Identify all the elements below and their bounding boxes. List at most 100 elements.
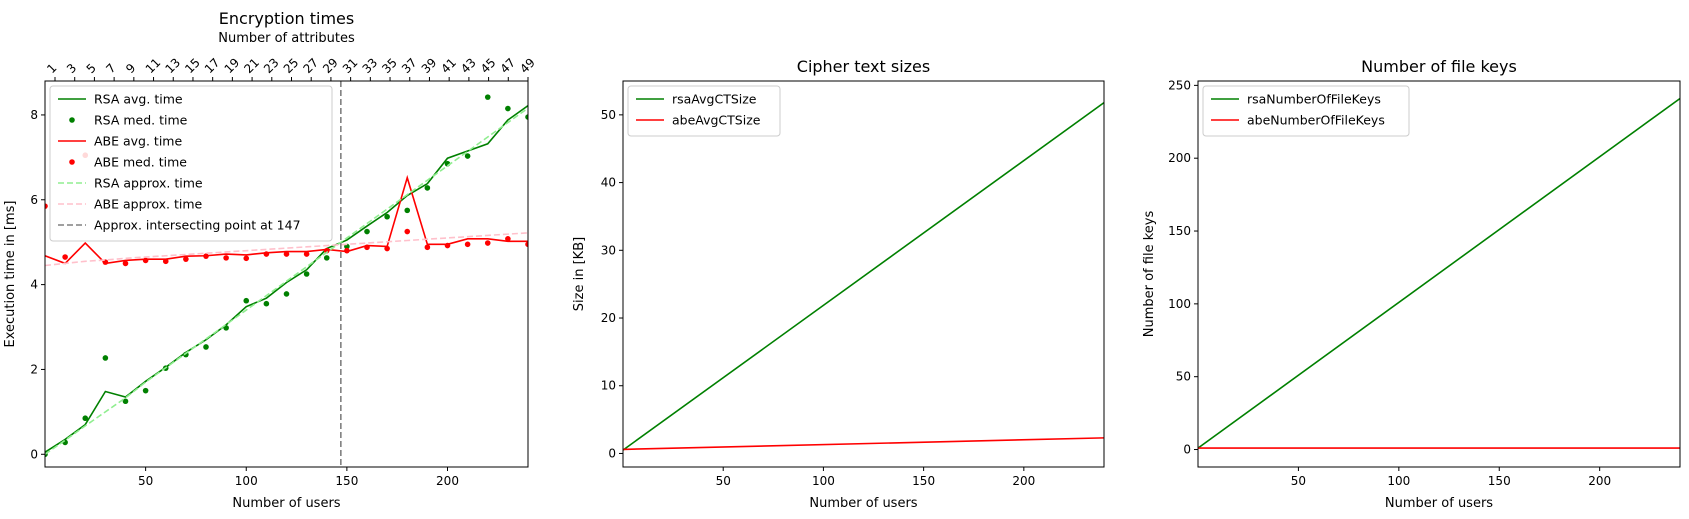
y-tick-label: 4 [30,278,38,292]
x-tick-label: 200 [1588,474,1611,488]
legend-label: ABE med. time [94,155,187,170]
top-tick-label: 47 [498,55,519,76]
legend-label: abeAvgCTSize [672,113,761,128]
top-tick-label: 41 [438,55,459,76]
data-point [203,344,209,350]
y-axis-label: Size in [KB] [572,237,587,311]
legend-marker [69,117,75,123]
top-tick-label: 43 [458,55,479,76]
top-tick-label: 35 [379,55,400,76]
data-point [505,105,511,112]
data-point [142,257,149,264]
data-point [45,203,48,209]
data-point [142,387,149,394]
top-tick-label: 49 [517,55,538,76]
data-point [223,325,229,331]
plot-area [1198,97,1680,449]
data-point [162,258,169,265]
legend-label: ABE avg. time [94,134,182,149]
x-tick-label: 50 [138,474,153,488]
legend-label: Approx. intersecting point at 147 [94,218,301,233]
axes-frame [44,80,529,468]
legend-label: ABE approx. time [94,197,203,212]
legend-label: rsaAvgCTSize [672,92,757,107]
plot-area [45,81,528,467]
data-point [62,254,68,260]
legend: rsaNumberOfFileKeys abeNumberOfFileKeys [1202,85,1410,137]
top-tick-label: 45 [478,55,499,76]
x-axis-label: Number of users [809,496,917,511]
x-tick-label: 100 [235,474,258,488]
top-tick-label: 15 [182,55,203,76]
data-point [344,247,350,254]
top-tick-label: 17 [202,55,223,76]
legend-box [49,85,333,242]
top-tick-label: 21 [241,55,262,76]
data-point [283,251,290,257]
x-tick-label: 150 [912,474,935,488]
top-tick-label: 33 [360,55,381,76]
legend-box [627,85,781,137]
data-point [263,300,270,307]
x-tick-label: 50 [1291,474,1306,488]
data-point [525,114,528,120]
data-point [263,251,270,257]
data-point [464,153,471,159]
data-point [82,415,89,422]
y-tick-label: 50 [1176,370,1191,384]
y-tick-label: 40 [601,176,616,190]
data-point [384,245,390,252]
top-axis-label: Number of attributes [218,31,355,46]
series-line [623,102,1104,451]
y-axis-label: Number of file keys [1142,211,1157,338]
top-tick-label: 39 [419,55,440,76]
top-tick-label: 5 [84,61,99,76]
chart-title: Number of file keys [1361,57,1517,76]
y-axis-label: Execution time in [ms] [3,201,18,348]
legend-marker [69,159,75,165]
top-tick-label: 19 [222,55,243,76]
chart-title: Cipher text sizes [797,57,930,76]
y-tick-label: 10 [601,379,616,393]
top-tick-label: 1 [44,61,59,76]
axes-frame [1197,80,1681,468]
y-tick-label: 0 [1183,443,1191,457]
data-point [283,291,290,297]
data-point [122,398,129,405]
x-tick-label: 200 [1012,474,1035,488]
top-tick-label: 25 [281,55,302,76]
y-tick-label: 2 [30,362,38,376]
y-tick-label: 20 [601,311,616,325]
x-axis-label: Number of users [1385,496,1493,511]
y-tick-label: 150 [1168,224,1191,238]
chart-panel-2: 50 100 150 200 0 10 20 30 40 50 Cipher text sizes N… [572,57,1105,511]
legend-label: RSA med. time [94,113,188,128]
legend-label: RSA approx. time [94,176,203,191]
x-tick-label: 50 [716,474,731,488]
data-point [243,255,250,262]
series-line [623,437,1104,451]
legend: rsaAvgCTSize abeAvgCTSize [627,85,781,137]
y-tick-label: 30 [601,243,616,257]
top-tick-label: 11 [143,55,164,76]
data-point [364,244,370,251]
y-tick-label: 200 [1168,151,1191,165]
data-point [444,242,451,249]
top-tick-label: 29 [320,55,341,76]
legend-box [1202,85,1410,137]
y-tick-label: 6 [30,193,38,207]
axes-frame [622,80,1105,468]
data-point [484,240,491,246]
legend-label: abeNumberOfFileKeys [1247,113,1385,128]
series-line [45,107,528,455]
top-tick-label: 37 [399,55,420,76]
y-tick-label: 250 [1168,78,1191,92]
data-point [122,260,129,267]
legend-label: RSA avg. time [94,92,183,107]
series-line [1198,97,1680,449]
data-point [223,255,229,261]
data-point [303,271,310,277]
top-tick-label: 7 [103,61,118,76]
